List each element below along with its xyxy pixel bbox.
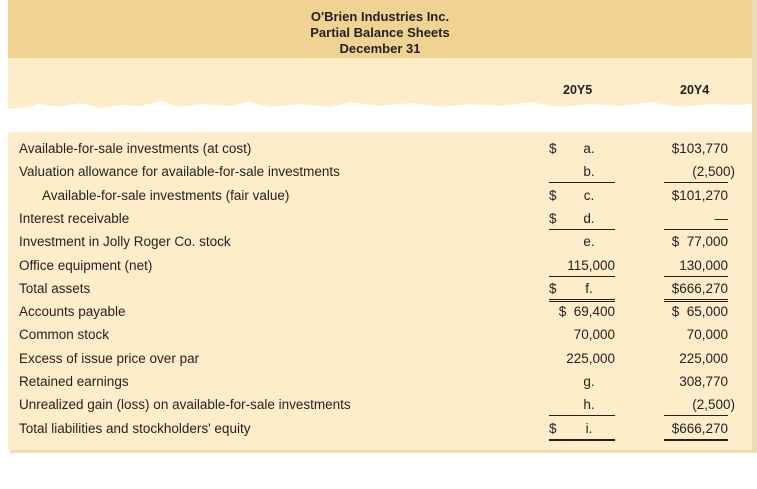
row-label: Accounts payable bbox=[19, 304, 126, 320]
value-20y4: $666,270 bbox=[671, 420, 728, 436]
cell-20y5: $ a. bbox=[549, 139, 615, 159]
table-row: Accounts payable $ 69,400 $ 65,000 bbox=[8, 302, 752, 325]
table-row: Total assets $ f. $666,270 bbox=[8, 279, 752, 302]
dollar-sign: $ bbox=[549, 280, 557, 296]
cell-20y4: $ 65,000 bbox=[664, 302, 728, 322]
row-label: Excess of issue price over par bbox=[19, 350, 200, 366]
column-header-20y4: 20Y4 bbox=[680, 83, 710, 97]
table-row: Unrealized gain (loss) on available-for-… bbox=[8, 395, 752, 418]
value-20y5: 225,000 bbox=[566, 350, 615, 366]
row-label: Valuation allowance for available-for-sa… bbox=[19, 164, 340, 180]
cell-20y4: $ 77,000 bbox=[664, 232, 728, 252]
dollar-sign: $ bbox=[549, 141, 557, 156]
statement-title: Partial Balance Sheets bbox=[310, 25, 450, 40]
table-row: Total liabilities and stockholders' equi… bbox=[8, 419, 752, 442]
table-row: Common stock 70,000 70,000 bbox=[8, 325, 752, 348]
table-row: Interest receivable $ d. — bbox=[8, 209, 752, 232]
value-20y5: b. bbox=[583, 164, 595, 180]
cell-20y5: 225,000 bbox=[549, 349, 615, 369]
row-label: Office equipment (net) bbox=[19, 257, 153, 273]
dollar-sign: $ bbox=[549, 420, 557, 436]
value-20y4: (2,500) bbox=[692, 164, 735, 180]
statement-date: December 31 bbox=[339, 41, 421, 56]
cell-20y5: e. bbox=[549, 232, 615, 252]
torn-paper-gap bbox=[0, 101, 757, 134]
statement-header: O'Brien Industries Inc. Partial Balance … bbox=[8, 0, 752, 58]
value-20y4: $103,770 bbox=[671, 141, 728, 156]
cell-20y4: $103,770 bbox=[664, 139, 728, 159]
value-20y4: $101,270 bbox=[671, 187, 728, 203]
value-20y4: $ 77,000 bbox=[671, 234, 728, 250]
table-row: Office equipment (net) 115,000 130,000 bbox=[8, 256, 752, 279]
cell-20y4: $101,270 bbox=[664, 186, 728, 206]
cell-20y5: $ d. bbox=[549, 209, 615, 230]
value-20y5: $ 69,400 bbox=[558, 304, 615, 320]
row-label: Available-for-sale investments (fair val… bbox=[42, 187, 290, 203]
cell-20y5: h. bbox=[549, 395, 615, 417]
cell-20y4: 308,770 bbox=[664, 372, 728, 392]
row-label: Common stock bbox=[19, 327, 110, 343]
cell-20y4: (2,500) bbox=[664, 162, 735, 184]
value-20y4: $666,270 bbox=[671, 280, 728, 296]
value-20y4: 70,000 bbox=[686, 327, 728, 343]
page-shadow bbox=[752, 0, 757, 452]
row-label: Total assets bbox=[19, 280, 91, 296]
row-label: Investment in Jolly Roger Co. stock bbox=[19, 234, 231, 250]
balance-sheet-body: Available-for-sale investments (at cost)… bbox=[8, 132, 752, 450]
cell-20y4: (2,500) bbox=[664, 395, 735, 417]
cell-20y5: 115,000 bbox=[549, 256, 615, 277]
table-row: Available-for-sale investments (at cost)… bbox=[8, 139, 752, 162]
row-label: Interest receivable bbox=[19, 210, 130, 226]
table-row: Investment in Jolly Roger Co. stock e. $… bbox=[8, 232, 752, 255]
table-row: Excess of issue price over par 225,000 2… bbox=[8, 349, 752, 372]
cell-20y4: $666,270 bbox=[664, 419, 728, 441]
page-shadow-bottom bbox=[10, 450, 757, 453]
company-name: O'Brien Industries Inc. bbox=[310, 9, 450, 24]
cell-20y5: g. bbox=[549, 372, 615, 392]
value-20y5: d. bbox=[583, 210, 595, 226]
cell-20y5: b. bbox=[549, 162, 615, 184]
cell-20y4: 225,000 bbox=[664, 349, 728, 369]
cell-20y5: $ c. bbox=[549, 186, 615, 206]
row-label: Unrealized gain (loss) on available-for-… bbox=[19, 397, 351, 413]
cell-20y5: $ i. bbox=[549, 419, 615, 441]
table-row: Available-for-sale investments (fair val… bbox=[8, 186, 752, 209]
value-20y5: f. bbox=[585, 280, 593, 296]
cell-20y5: $ 69,400 bbox=[549, 302, 615, 322]
cell-20y4: 70,000 bbox=[664, 325, 728, 345]
value-20y5: g. bbox=[583, 374, 595, 389]
cell-20y5: $ f. bbox=[549, 279, 615, 302]
cell-20y4: $666,270 bbox=[664, 279, 728, 302]
value-20y5: 70,000 bbox=[573, 327, 615, 343]
value-20y4: 225,000 bbox=[679, 350, 728, 366]
value-20y5: h. bbox=[583, 397, 595, 413]
cell-20y5: 70,000 bbox=[549, 325, 615, 345]
value-20y5: 115,000 bbox=[567, 257, 615, 273]
table-row: Valuation allowance for available-for-sa… bbox=[8, 162, 752, 185]
value-20y5: e. bbox=[583, 234, 595, 250]
dollar-sign: $ bbox=[549, 210, 557, 226]
value-20y5: i. bbox=[585, 420, 593, 436]
row-label: Retained earnings bbox=[19, 374, 129, 389]
row-label: Total liabilities and stockholders' equi… bbox=[19, 420, 251, 436]
value-20y4: — bbox=[714, 210, 729, 226]
cell-20y4: — bbox=[664, 209, 728, 230]
value-20y5: c. bbox=[583, 187, 595, 203]
value-20y4: $ 65,000 bbox=[671, 304, 728, 320]
cell-20y4: 130,000 bbox=[664, 256, 728, 277]
value-20y5: a. bbox=[583, 141, 595, 156]
row-label: Available-for-sale investments (at cost) bbox=[19, 141, 252, 156]
value-20y4: 130,000 bbox=[679, 257, 728, 273]
dollar-sign: $ bbox=[549, 187, 557, 203]
column-header-20y5: 20Y5 bbox=[563, 83, 593, 97]
value-20y4: (2,500) bbox=[692, 397, 735, 413]
value-20y4: 308,770 bbox=[679, 374, 728, 389]
table-row: Retained earnings g. 308,770 bbox=[8, 372, 752, 395]
